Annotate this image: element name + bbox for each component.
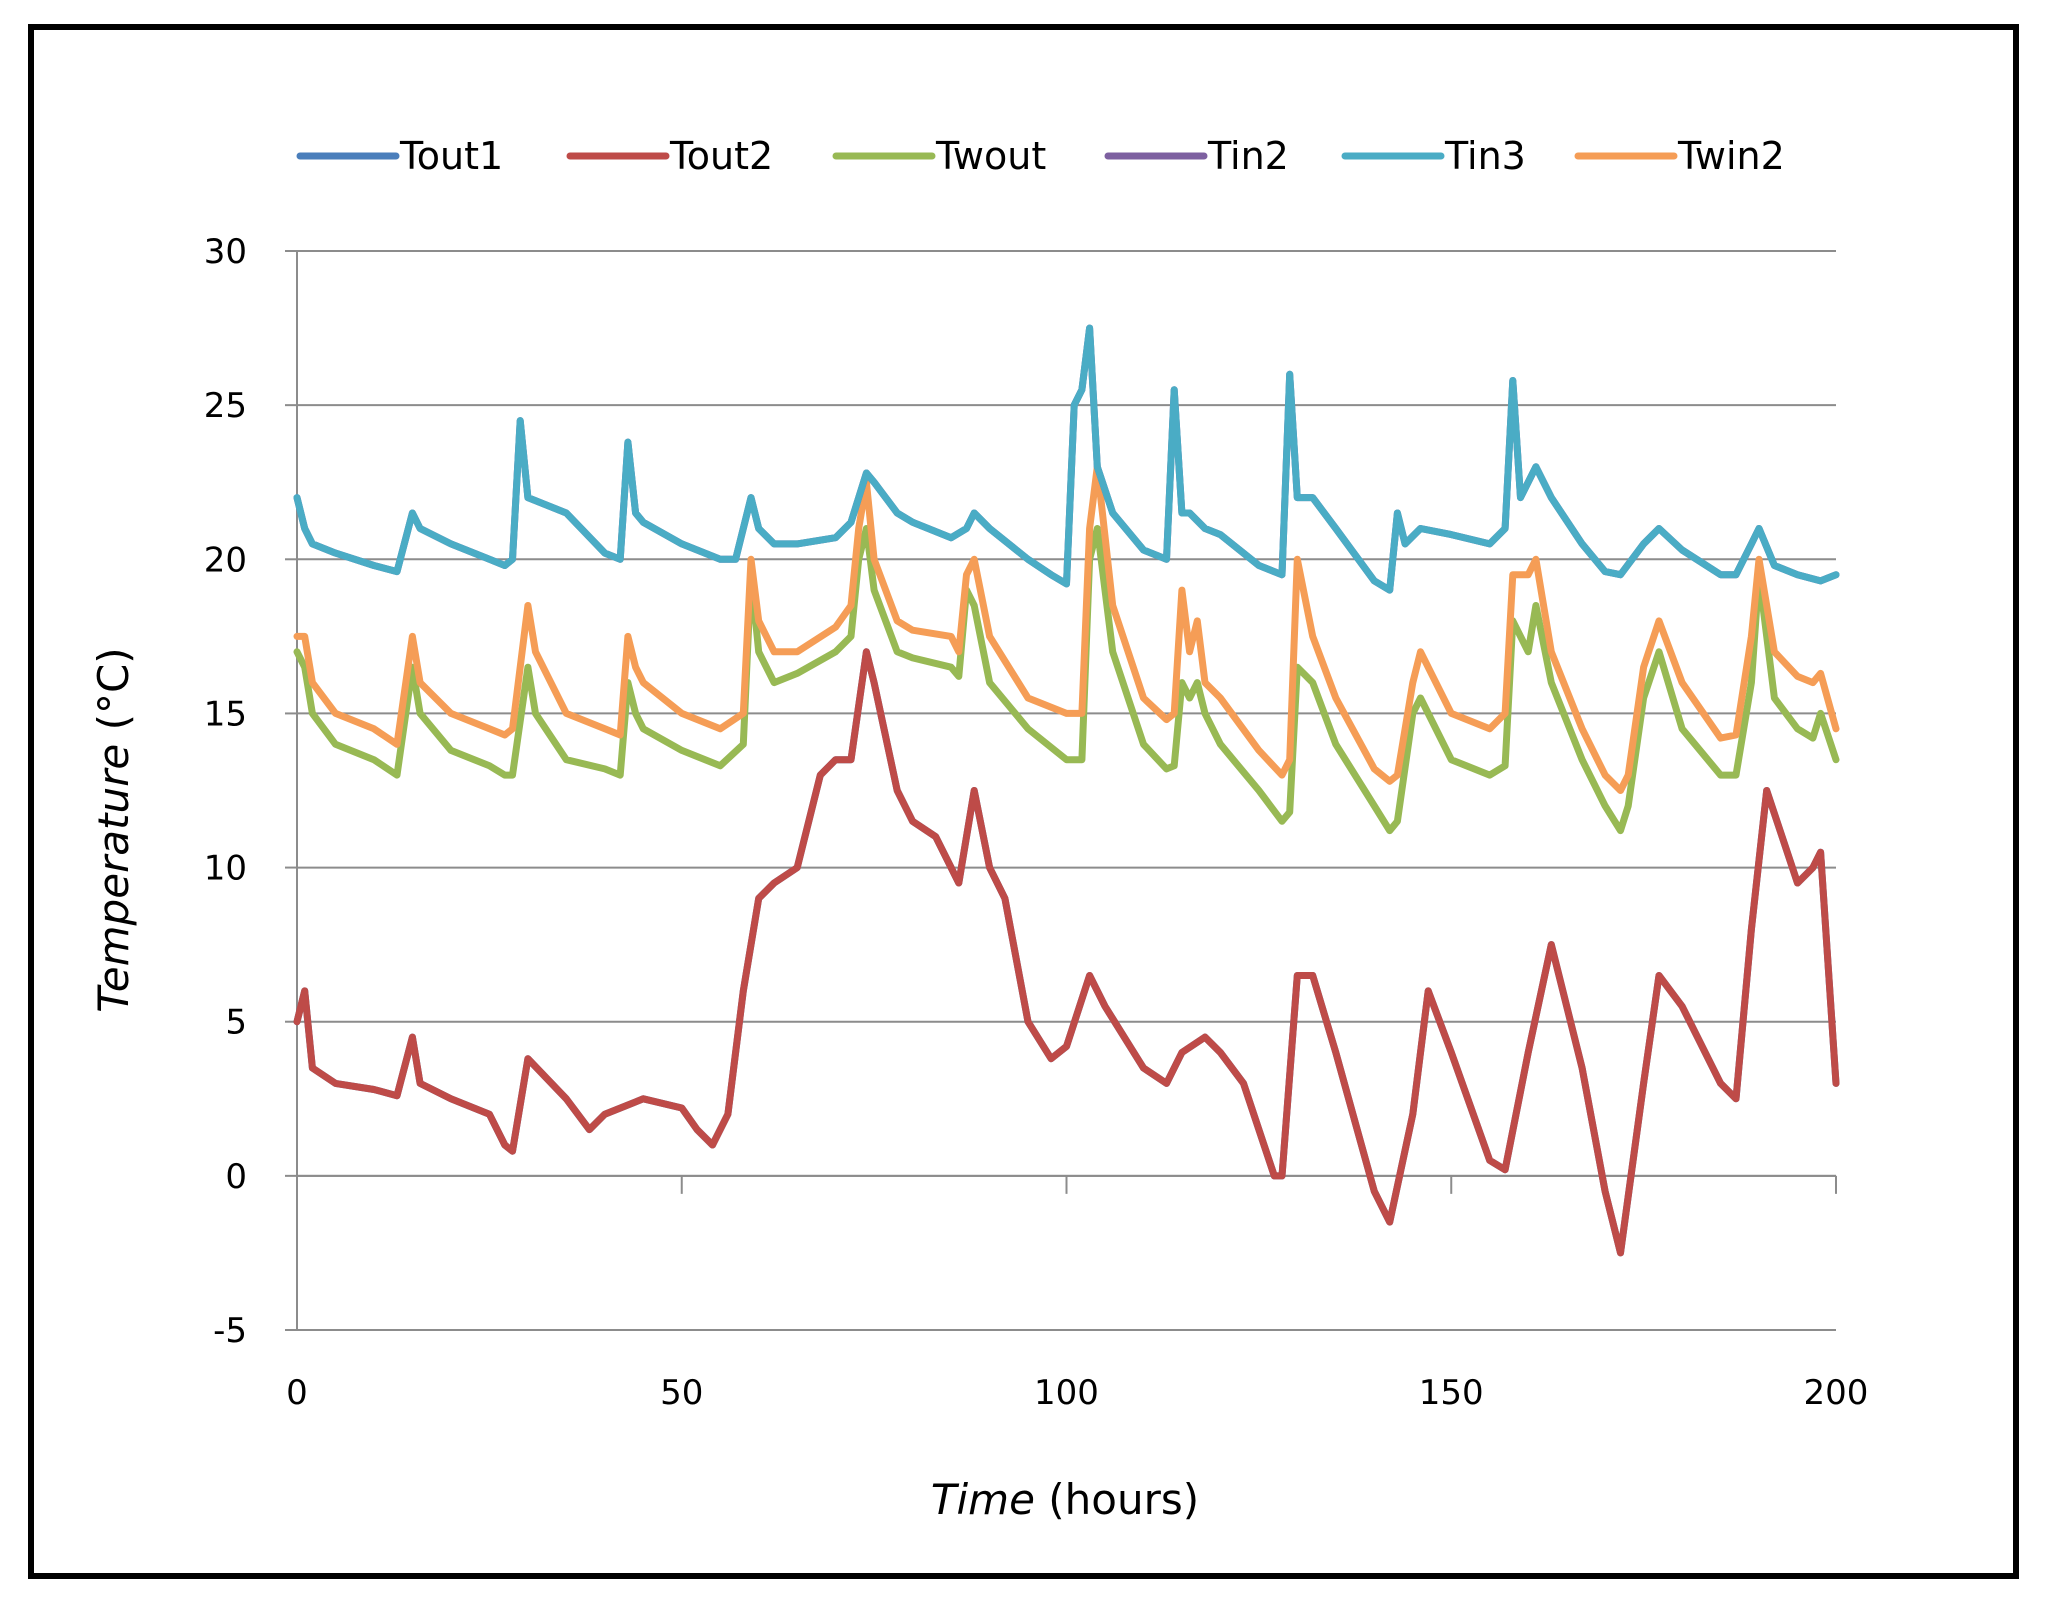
legend-label: Twout [935,134,1046,178]
series-line-tin3 [293,324,1840,594]
x-tick-label: 0 [286,1373,308,1413]
y-tick-label: 20 [204,540,247,580]
series-line-tout1 [293,648,1840,1257]
legend-label: Tout1 [399,134,503,178]
y-axis-title: Temperature (°C) [89,647,138,1012]
x-tick-label: 200 [1804,1373,1869,1413]
y-tick-label: 15 [204,694,247,734]
legend: Tout1 Tout2 Twout Tin2 Tin3 Twin2 [296,134,1785,178]
x-tick-label: 100 [1034,1373,1099,1413]
y-tick-label: -5 [213,1311,247,1351]
x-tick-labels: 0 50 100 150 200 [286,1373,1868,1413]
x-tick-label: 50 [660,1373,703,1413]
legend-item-tin2: Tin2 [1104,134,1289,178]
y-tick-labels: -5 0 5 10 15 20 25 30 [204,232,247,1351]
axes [285,250,1837,1331]
legend-item-tout1: Tout1 [296,134,503,178]
y-tick-label: 25 [204,386,247,426]
legend-label: Twin2 [1677,134,1785,178]
legend-item-twin2: Twin2 [1574,134,1785,178]
series-lines [293,324,1840,1257]
legend-label: Tout2 [669,134,773,178]
legend-label: Tin3 [1444,134,1526,178]
x-tick-label: 150 [1419,1373,1484,1413]
y-tick-label: 5 [225,1003,247,1043]
legend-item-tin3: Tin3 [1341,134,1526,178]
y-tick-label: 10 [204,849,247,889]
x-axis-title: Time (hours) [931,1475,1199,1524]
series-line-tout2 [293,648,1840,1257]
legend-label: Tin2 [1207,134,1289,178]
figure-frame [28,24,2019,1579]
y-tick-label: 30 [204,232,247,272]
series-line-twout [293,525,1840,835]
legend-item-twout: Twout [832,134,1046,178]
y-tick-label: 0 [225,1157,247,1197]
legend-item-tout2: Tout2 [566,134,773,178]
